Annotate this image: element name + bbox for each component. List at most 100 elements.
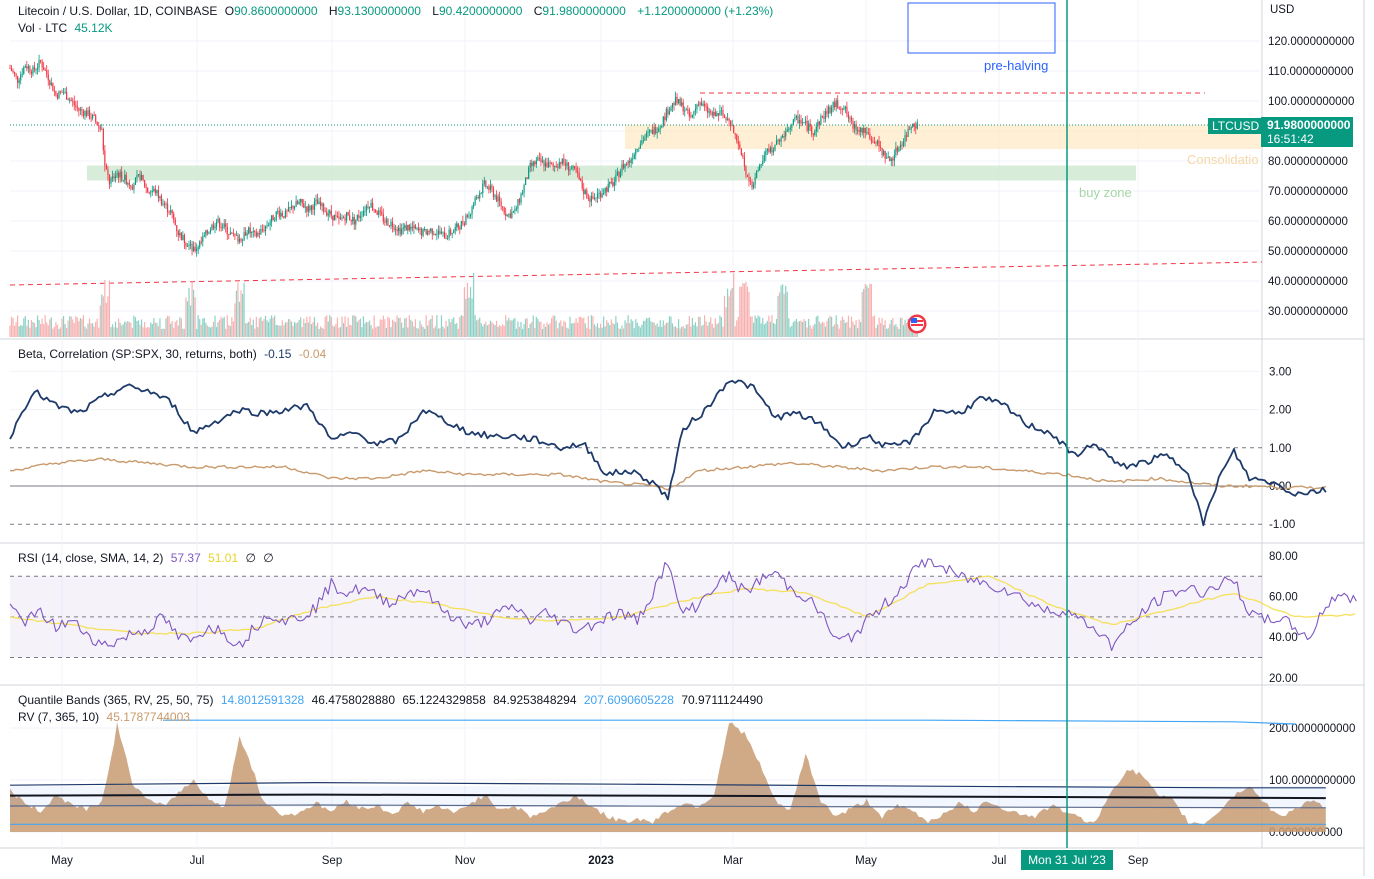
candle-body: [145, 186, 147, 188]
high-label: H: [328, 4, 338, 18]
quantile-legend-label[interactable]: Quantile Bands (365, RV, 25, 50, 75): [18, 693, 214, 707]
candle-body: [511, 212, 513, 218]
volume-bar: [853, 324, 856, 337]
candle-body: [864, 128, 866, 134]
volume-bar: [517, 321, 519, 337]
volume-bar: [162, 328, 164, 337]
volume-bar: [64, 323, 66, 337]
candle-body: [624, 164, 626, 169]
candle-body: [609, 181, 611, 184]
volume-bar: [714, 318, 716, 337]
volume-bar: [398, 317, 400, 337]
candle-body: [893, 155, 895, 161]
candle-body: [43, 67, 45, 71]
beta-legend-label[interactable]: Beta, Correlation (SP:SPX, 30, returns, …: [18, 347, 257, 361]
consolidation-label[interactable]: Consolidatio: [1187, 152, 1259, 167]
candle-body: [625, 164, 628, 165]
volume-bar: [898, 328, 900, 337]
volume-bar: [477, 319, 479, 337]
candle-body: [191, 243, 193, 251]
volume-bar: [144, 322, 146, 337]
volume-bar: [557, 328, 559, 337]
candle-body: [560, 162, 562, 164]
candle-body: [321, 203, 323, 206]
candle-body: [801, 122, 804, 124]
price-tick-label: 60.0000000000: [1268, 216, 1348, 228]
volume-bar: [118, 318, 120, 337]
volume-bar: [381, 319, 383, 337]
volume-bar: [627, 315, 629, 337]
candle-body: [627, 160, 629, 165]
volume-bar: [763, 324, 765, 337]
candle-body: [838, 107, 840, 109]
volume-bar: [495, 320, 498, 337]
volume-bar: [748, 292, 750, 337]
candle-body: [483, 180, 485, 184]
candle-body: [297, 201, 299, 204]
volume-label[interactable]: Vol · LTC: [18, 21, 68, 35]
volume-bar: [215, 326, 218, 337]
candle-body: [208, 232, 210, 234]
candle-body: [902, 141, 905, 146]
candle-body: [205, 230, 207, 236]
volume-bar: [278, 325, 280, 337]
candle-body: [332, 215, 334, 221]
bar-countdown: 16:51:42: [1267, 132, 1314, 146]
candle-body: [549, 162, 551, 164]
us-flag-icon[interactable]: [904, 314, 930, 334]
candle-body: [795, 115, 798, 118]
candle-body: [219, 218, 221, 228]
candle-body: [760, 164, 762, 165]
candle-body: [508, 213, 510, 215]
volume-bar: [234, 303, 236, 337]
candle-body: [577, 171, 579, 174]
candle-body: [130, 185, 132, 188]
last-price-value: 91.9800000000: [1267, 118, 1351, 132]
volume-bar: [511, 320, 513, 337]
rv-legend-label[interactable]: RV (7, 365, 10): [18, 710, 100, 724]
candle-body: [356, 215, 358, 220]
candle-body: [454, 227, 456, 231]
volume-bar: [240, 290, 242, 337]
candle-body: [139, 174, 141, 180]
volume-bar: [633, 328, 635, 337]
candle-body: [33, 66, 36, 70]
volume-bar: [502, 324, 504, 337]
volume-bar: [791, 325, 793, 337]
candle-body: [593, 197, 596, 199]
candle-body: [436, 234, 438, 236]
volume-bar: [526, 318, 528, 337]
time-axis-label: Sep: [322, 855, 342, 867]
volume-bar: [277, 325, 279, 337]
beta-tick-label: 3.00: [1269, 366, 1291, 378]
symbol-title[interactable]: Litecoin / U.S. Dollar, 1D, COINBASE: [18, 4, 218, 18]
candle-body: [47, 74, 49, 81]
candle-body: [122, 180, 124, 181]
volume-bar: [702, 324, 704, 337]
candle-body: [757, 170, 759, 172]
candle-body: [390, 221, 392, 227]
volume-bar: [892, 317, 894, 337]
currency-label[interactable]: USD: [1270, 4, 1295, 16]
volume-bar: [528, 328, 530, 337]
volume-bar: [264, 316, 267, 337]
candle-body: [12, 70, 14, 72]
volume-bar: [814, 323, 816, 337]
pre-halving-label[interactable]: pre-halving: [984, 58, 1049, 73]
price-tick-label: 110.0000000000: [1268, 66, 1354, 78]
candle-body: [514, 208, 516, 212]
volume-bar: [258, 318, 260, 337]
candle-body: [52, 82, 54, 91]
volume-bar: [321, 328, 323, 337]
candle-body: [327, 213, 329, 216]
volume-bar: [124, 321, 126, 337]
volume-bar: [142, 327, 144, 337]
volume-bar: [586, 328, 588, 337]
candles-group: [9, 54, 918, 257]
rsi-legend-label[interactable]: RSI (14, close, SMA, 14, 2): [18, 551, 164, 565]
volume-bar: [659, 320, 661, 337]
candle-body: [520, 193, 522, 203]
volume-bar: [612, 323, 614, 337]
buy-zone-label[interactable]: buy zone: [1079, 185, 1132, 200]
